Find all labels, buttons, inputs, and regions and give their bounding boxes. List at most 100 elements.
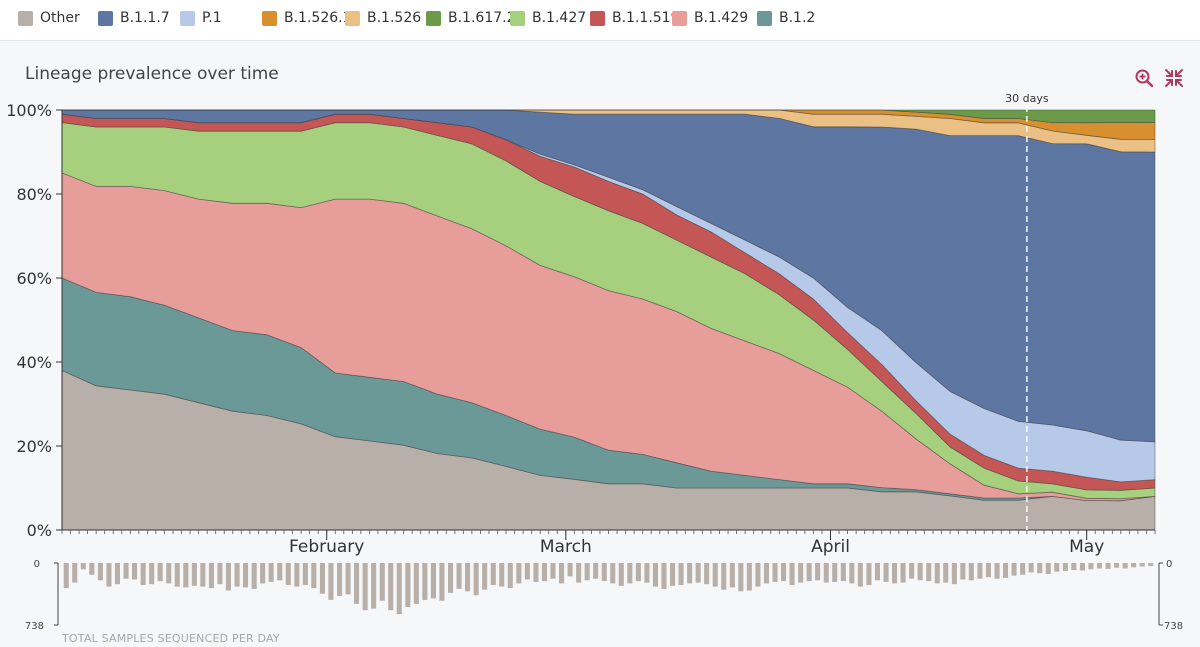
count-bar [789, 563, 795, 585]
count-bar [755, 563, 761, 587]
collapse-icon[interactable] [1164, 68, 1184, 88]
count-bar [277, 563, 283, 581]
count-bar [968, 563, 974, 581]
legend-label: Other [40, 10, 80, 26]
count-bar [388, 563, 394, 611]
count-bar [1037, 563, 1043, 574]
legend-item-b-1-429[interactable]: B.1.429 [672, 8, 748, 28]
legend-item-b-1-1-7[interactable]: B.1.1.7 [98, 8, 170, 28]
count-bar [593, 563, 599, 579]
count-bar [874, 563, 880, 581]
count-bar [225, 563, 231, 591]
count-bar [114, 563, 120, 585]
count-bar [1088, 563, 1094, 570]
count-bar [191, 563, 197, 586]
count-bar [729, 563, 735, 588]
count-bar [985, 563, 991, 578]
legend-item-b-1-427[interactable]: B.1.427 [510, 8, 586, 28]
count-bar [900, 563, 906, 583]
count-bar [576, 563, 582, 583]
legend-swatch [262, 10, 277, 26]
count-bar [1114, 563, 1120, 568]
count-bar [149, 563, 155, 585]
legend-item-other[interactable]: Other [18, 8, 80, 28]
legend-swatch [757, 10, 772, 26]
count-bar [541, 563, 547, 582]
count-bar [1148, 563, 1154, 567]
legend-item-b-1-2[interactable]: B.1.2 [757, 8, 815, 28]
count-bar [883, 563, 889, 582]
count-bar [251, 563, 257, 589]
count-bar [610, 563, 616, 584]
count-bar [618, 563, 624, 586]
count-bar [1045, 563, 1051, 574]
legend-swatch [426, 10, 441, 26]
count-bar [1139, 563, 1145, 567]
count-bar [234, 563, 240, 587]
count-bar [977, 563, 983, 579]
count-bar [499, 563, 505, 587]
zoom-in-icon[interactable] [1134, 68, 1154, 88]
count-bar [550, 563, 556, 579]
legend-item-b-1-1-519[interactable]: B.1.1.519 [590, 8, 680, 28]
count-bar [661, 563, 667, 589]
count-bar [490, 563, 496, 585]
count-bar [635, 563, 641, 582]
count-bar [746, 563, 752, 591]
counts-axis-top-label: 0 [34, 559, 40, 570]
counts-axis-right-bottom-label: 738 [1164, 621, 1183, 632]
count-bar [704, 563, 710, 585]
count-bar [823, 563, 829, 583]
legend-item-b-1-526-1[interactable]: B.1.526.1 [262, 8, 352, 28]
count-bar [379, 563, 385, 601]
count-bar [337, 563, 343, 596]
count-bar [507, 563, 513, 589]
legend-label: P.1 [202, 10, 222, 26]
count-bar [687, 563, 693, 584]
count-bar [840, 563, 846, 582]
count-bar [448, 563, 454, 593]
legend-swatch [345, 10, 360, 26]
area-b-1-617-2[interactable] [62, 109, 1156, 124]
legend-item-p-1[interactable]: P.1 [180, 8, 222, 28]
count-bar [909, 563, 915, 579]
count-bar [849, 563, 855, 584]
count-bar [857, 563, 863, 587]
legend-swatch [672, 10, 687, 26]
count-bar [806, 563, 812, 582]
count-bar [482, 563, 488, 590]
legend-label: B.1.427 [532, 10, 587, 26]
count-bar [1079, 563, 1085, 571]
y-tick-label: 40% [16, 353, 52, 372]
count-bar [584, 563, 590, 581]
count-bar [1131, 563, 1137, 568]
count-bar [934, 563, 940, 584]
count-bar [695, 563, 701, 583]
y-tick-label: 0% [27, 521, 52, 540]
x-tick-label: April [811, 537, 850, 557]
chart-title: Lineage prevalence over time [25, 64, 279, 84]
count-bar [174, 563, 180, 587]
legend-label: B.1.2 [779, 10, 816, 26]
count-bar [1020, 563, 1026, 575]
y-tick-label: 20% [16, 437, 52, 456]
count-bar [866, 563, 872, 585]
count-bar [1105, 563, 1111, 569]
count-bar [763, 563, 769, 584]
legend-label: B.1.526.1 [284, 10, 352, 26]
legend-label: B.1.617.2 [448, 10, 516, 26]
counts-axis-right-top-label: 0 [1166, 559, 1172, 570]
count-bar [798, 563, 804, 583]
legend-swatch [18, 10, 33, 26]
count-bar [533, 563, 539, 582]
count-bar [516, 563, 522, 584]
count-bar [345, 563, 351, 595]
count-bar [465, 563, 471, 592]
count-bar [678, 563, 684, 585]
legend-label: B.1.526 [367, 10, 422, 26]
count-bar [772, 563, 778, 582]
count-bar [917, 563, 923, 581]
legend-item-b-1-526[interactable]: B.1.526 [345, 8, 421, 28]
legend-item-b-1-617-2[interactable]: B.1.617.2 [426, 8, 516, 28]
